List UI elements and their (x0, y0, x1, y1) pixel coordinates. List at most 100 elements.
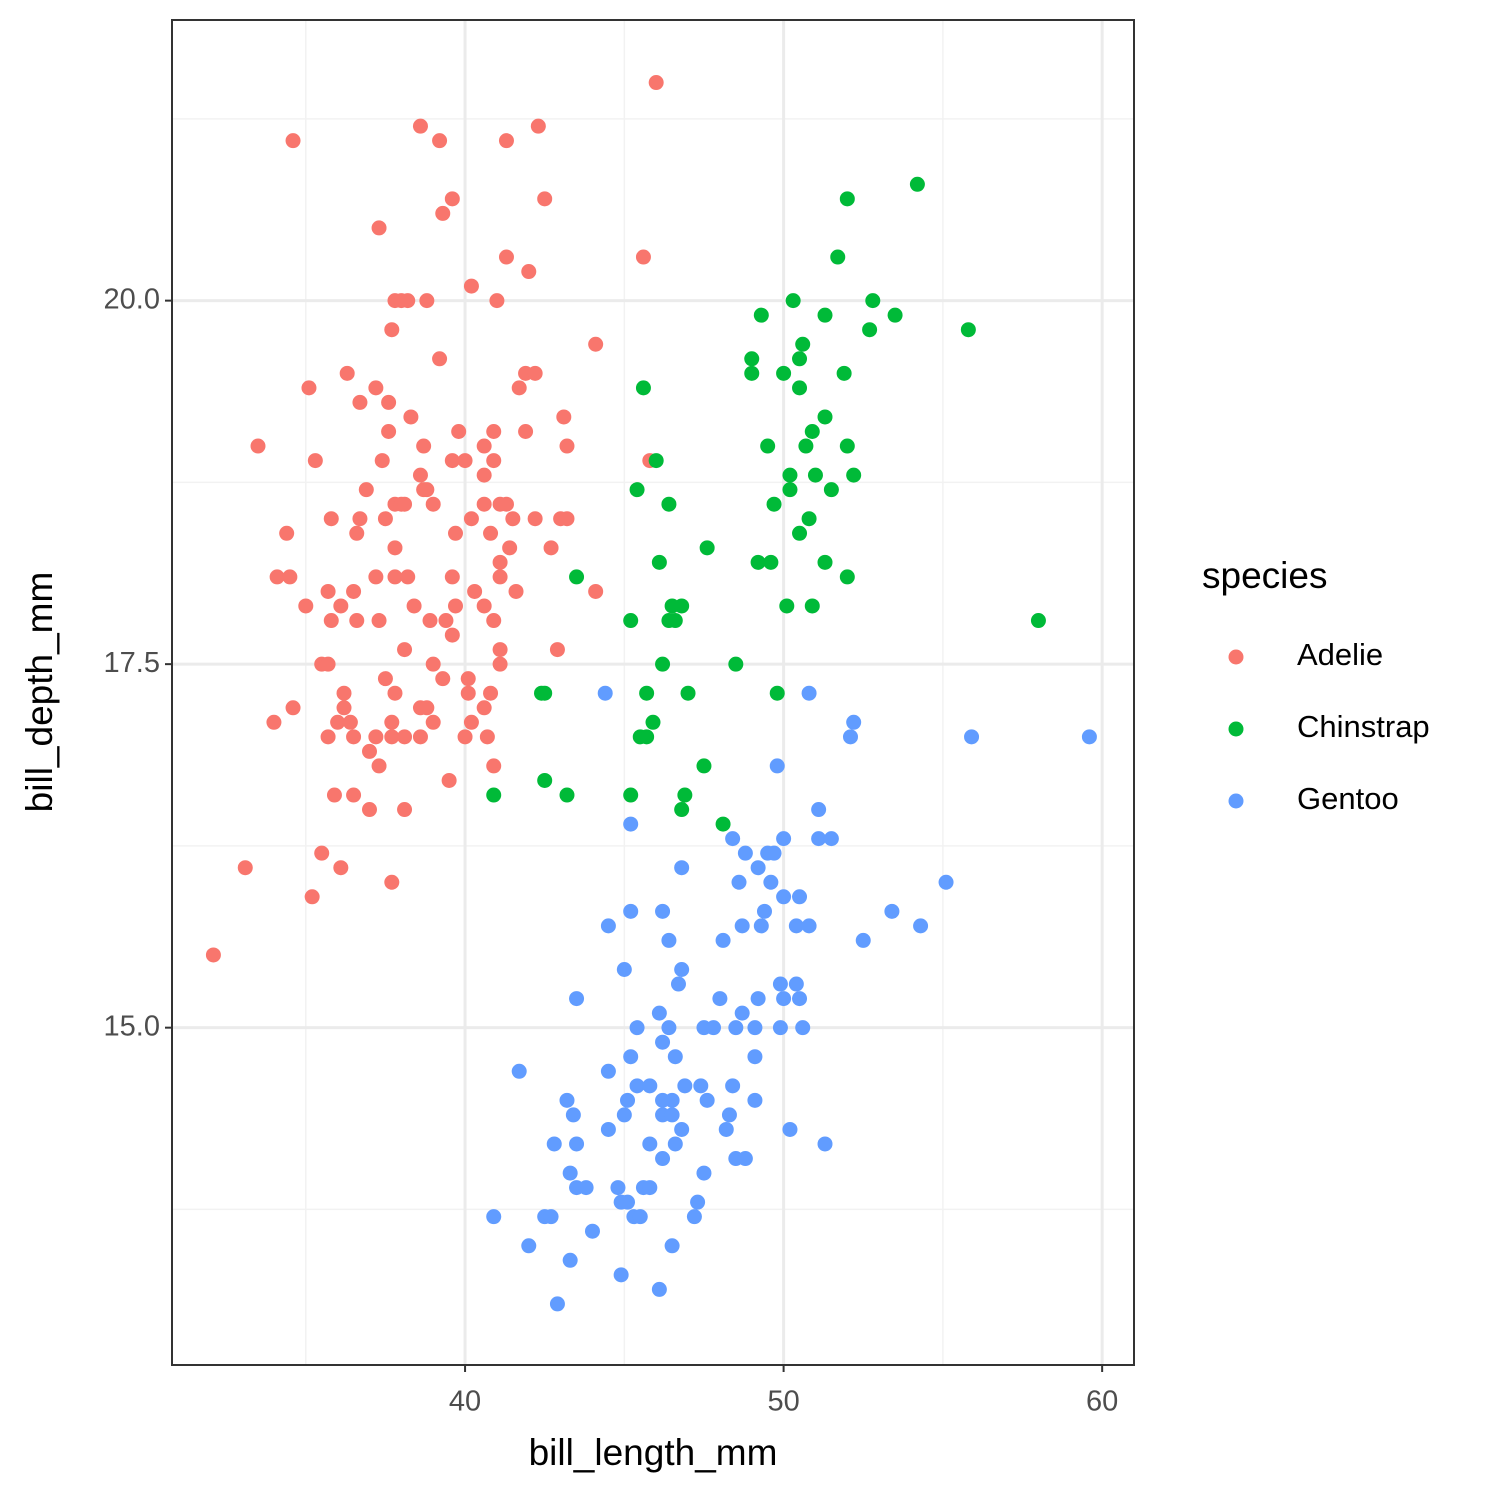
point (655, 656, 671, 672)
point (537, 191, 553, 207)
point (715, 932, 731, 948)
point (725, 831, 741, 847)
point (715, 816, 731, 832)
point (728, 1020, 744, 1036)
point (792, 525, 808, 541)
point (750, 860, 766, 876)
point (779, 598, 795, 614)
point (830, 249, 846, 265)
point (371, 613, 387, 629)
point (865, 293, 881, 309)
point (747, 1049, 763, 1065)
point (371, 758, 387, 774)
point (588, 336, 604, 352)
point (237, 860, 253, 876)
point (677, 787, 693, 803)
point (795, 1020, 811, 1036)
point (639, 685, 655, 701)
point (486, 453, 502, 469)
point (960, 322, 976, 338)
point (712, 991, 728, 1007)
point (569, 569, 585, 585)
point (479, 729, 495, 745)
point (489, 293, 505, 309)
point (753, 307, 769, 323)
point (776, 365, 792, 381)
point (801, 918, 817, 934)
point (476, 467, 492, 483)
x-axis-label: bill_length_mm (529, 1432, 778, 1473)
point (397, 802, 413, 818)
point (776, 991, 792, 1007)
point (706, 1020, 722, 1036)
point (448, 598, 464, 614)
point (1030, 613, 1046, 629)
point (600, 1121, 616, 1137)
point (674, 961, 690, 977)
point (352, 511, 368, 527)
point (565, 1107, 581, 1123)
point (346, 729, 362, 745)
point (381, 423, 397, 439)
point (696, 758, 712, 774)
point (492, 656, 508, 672)
point (651, 1281, 667, 1297)
point (467, 583, 483, 599)
point (811, 831, 827, 847)
point (438, 613, 454, 629)
point (387, 569, 403, 585)
point (846, 714, 862, 730)
point (842, 729, 858, 745)
point (530, 118, 546, 134)
point (693, 1078, 709, 1094)
point (374, 453, 390, 469)
point (314, 845, 330, 861)
point (769, 758, 785, 774)
point (674, 1121, 690, 1137)
x-tick-label: 50 (767, 1386, 799, 1418)
point (505, 511, 521, 527)
point (419, 482, 435, 498)
point (788, 918, 804, 934)
point (320, 729, 336, 745)
point (397, 642, 413, 658)
point (747, 1020, 763, 1036)
point (483, 685, 499, 701)
point (285, 133, 301, 149)
point (661, 1020, 677, 1036)
point (384, 729, 400, 745)
point (381, 394, 397, 410)
point (817, 409, 833, 425)
point (823, 482, 839, 498)
point (527, 365, 543, 381)
point (655, 903, 671, 919)
point (670, 976, 686, 992)
point (623, 816, 639, 832)
point (725, 1078, 741, 1094)
point (282, 569, 298, 585)
point (792, 889, 808, 905)
point (463, 714, 479, 730)
point (346, 787, 362, 803)
point (817, 554, 833, 570)
point (349, 525, 365, 541)
point (645, 714, 661, 730)
point (610, 1180, 626, 1196)
point (486, 613, 502, 629)
point (384, 874, 400, 890)
point (661, 496, 677, 512)
point (597, 685, 613, 701)
point (667, 1136, 683, 1152)
point (527, 511, 543, 527)
y-tick-label: 15.0 (104, 1010, 160, 1042)
point (699, 1092, 715, 1108)
point (696, 1165, 712, 1181)
point (342, 714, 358, 730)
point (435, 205, 451, 221)
point (772, 976, 788, 992)
point (798, 438, 814, 454)
point (629, 1020, 645, 1036)
point (792, 991, 808, 1007)
point (747, 1092, 763, 1108)
point (677, 1078, 693, 1094)
